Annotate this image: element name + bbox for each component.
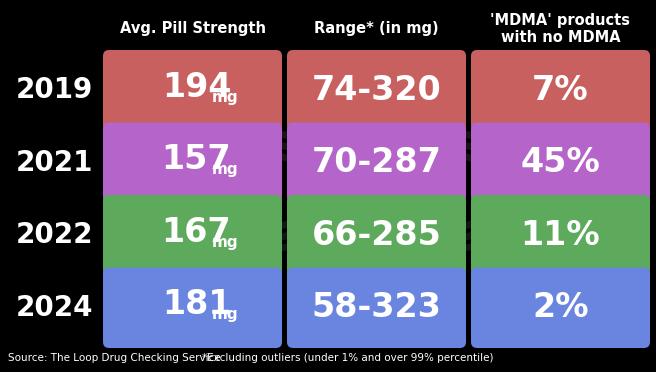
Text: Range* (in mg): Range* (in mg) — [314, 22, 439, 36]
Text: *Excluding outliers (under 1% and over 99% percentile): *Excluding outliers (under 1% and over 9… — [202, 353, 494, 363]
Text: 66-285: 66-285 — [312, 219, 441, 252]
FancyBboxPatch shape — [471, 122, 650, 203]
Text: 70-287: 70-287 — [312, 146, 441, 179]
Text: Source: The Loop Drug Checking Service: Source: The Loop Drug Checking Service — [8, 353, 221, 363]
Text: 2%: 2% — [532, 291, 588, 324]
FancyBboxPatch shape — [103, 267, 282, 348]
Text: 58-323: 58-323 — [312, 291, 441, 324]
Text: 194: 194 — [162, 71, 232, 104]
Text: 2022: 2022 — [16, 221, 93, 249]
Text: 74-320: 74-320 — [312, 74, 441, 107]
FancyBboxPatch shape — [287, 50, 466, 131]
FancyBboxPatch shape — [103, 122, 282, 203]
FancyBboxPatch shape — [471, 50, 650, 131]
Text: 157: 157 — [161, 143, 232, 176]
Text: Avg. Pill Strength: Avg. Pill Strength — [119, 22, 266, 36]
Text: 181: 181 — [162, 288, 232, 321]
Text: 'MDMA' products
with no MDMA: 'MDMA' products with no MDMA — [491, 13, 630, 45]
Text: 2024: 2024 — [16, 294, 93, 322]
Text: 167: 167 — [161, 216, 232, 249]
FancyBboxPatch shape — [471, 267, 650, 348]
Text: mg: mg — [211, 307, 238, 322]
FancyBboxPatch shape — [287, 195, 466, 276]
FancyBboxPatch shape — [287, 267, 466, 348]
Text: mg: mg — [211, 90, 238, 105]
Text: mg: mg — [211, 235, 238, 250]
FancyBboxPatch shape — [287, 122, 466, 203]
FancyBboxPatch shape — [103, 50, 282, 131]
FancyBboxPatch shape — [471, 195, 650, 276]
Text: 7%: 7% — [532, 74, 589, 107]
Text: 11%: 11% — [521, 219, 600, 252]
Text: 2021: 2021 — [16, 149, 93, 177]
Text: 45%: 45% — [521, 146, 600, 179]
FancyBboxPatch shape — [103, 195, 282, 276]
Text: mg: mg — [211, 162, 238, 177]
Text: 2019: 2019 — [16, 76, 93, 104]
